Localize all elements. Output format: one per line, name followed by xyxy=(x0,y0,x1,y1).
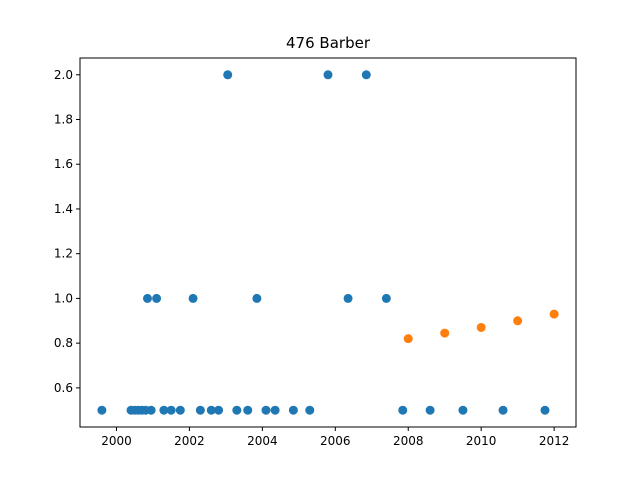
y-tick-label: 1.0 xyxy=(54,291,73,305)
data-point-series-1 xyxy=(146,405,156,415)
data-point-series-2 xyxy=(549,309,559,319)
y-tick-label: 1.8 xyxy=(54,113,73,127)
data-points xyxy=(97,70,559,415)
data-point-series-1 xyxy=(305,405,315,415)
x-tick-label: 2002 xyxy=(174,434,205,448)
data-point-series-2 xyxy=(403,334,413,344)
data-point-series-1 xyxy=(166,405,176,415)
x-tick-label: 2000 xyxy=(101,434,132,448)
chart-title: 476 Barber xyxy=(286,34,371,52)
data-point-series-2 xyxy=(513,316,523,326)
data-point-series-1 xyxy=(159,405,169,415)
data-point-series-1 xyxy=(458,405,468,415)
y-tick-label: 0.8 xyxy=(54,336,73,350)
y-axis: 0.6 0.8 1.0 1.2 1.4 1.6 1.8 2.0 xyxy=(54,68,80,395)
data-point-series-1 xyxy=(214,405,224,415)
data-point-series-1 xyxy=(252,293,262,303)
data-point-series-1 xyxy=(361,70,371,80)
x-axis: 2000 2002 2004 2006 2008 2010 2012 xyxy=(101,427,569,448)
data-point-series-1 xyxy=(343,293,353,303)
x-tick-label: 2004 xyxy=(247,434,278,448)
plot-area-frame xyxy=(79,57,577,428)
data-point-series-1 xyxy=(175,405,185,415)
data-point-series-1 xyxy=(270,405,280,415)
y-tick-label: 1.2 xyxy=(54,247,73,261)
data-point-series-1 xyxy=(243,405,253,415)
data-point-series-1 xyxy=(97,405,107,415)
data-point-series-1 xyxy=(206,405,216,415)
data-point-series-1 xyxy=(223,70,233,80)
y-tick-label: 0.6 xyxy=(54,381,73,395)
x-tick-label: 2010 xyxy=(466,434,497,448)
data-point-series-1 xyxy=(323,70,333,80)
data-point-series-1 xyxy=(188,293,198,303)
data-point-series-1 xyxy=(540,405,550,415)
data-point-series-1 xyxy=(261,405,271,415)
x-tick-label: 2006 xyxy=(320,434,351,448)
data-point-series-1 xyxy=(398,405,408,415)
data-point-series-1 xyxy=(381,293,391,303)
y-tick-label: 1.4 xyxy=(54,202,73,216)
y-tick-label: 1.6 xyxy=(54,157,73,171)
data-point-series-1 xyxy=(232,405,242,415)
data-point-series-1 xyxy=(142,293,152,303)
data-point-series-1 xyxy=(425,405,435,415)
data-point-series-2 xyxy=(440,328,450,338)
y-tick-label: 2.0 xyxy=(54,68,73,82)
data-point-series-2 xyxy=(476,322,486,332)
x-tick-label: 2008 xyxy=(393,434,424,448)
data-point-series-1 xyxy=(288,405,298,415)
x-tick-label: 2012 xyxy=(539,434,570,448)
data-point-series-1 xyxy=(498,405,508,415)
data-point-series-1 xyxy=(195,405,205,415)
data-point-series-1 xyxy=(152,293,162,303)
